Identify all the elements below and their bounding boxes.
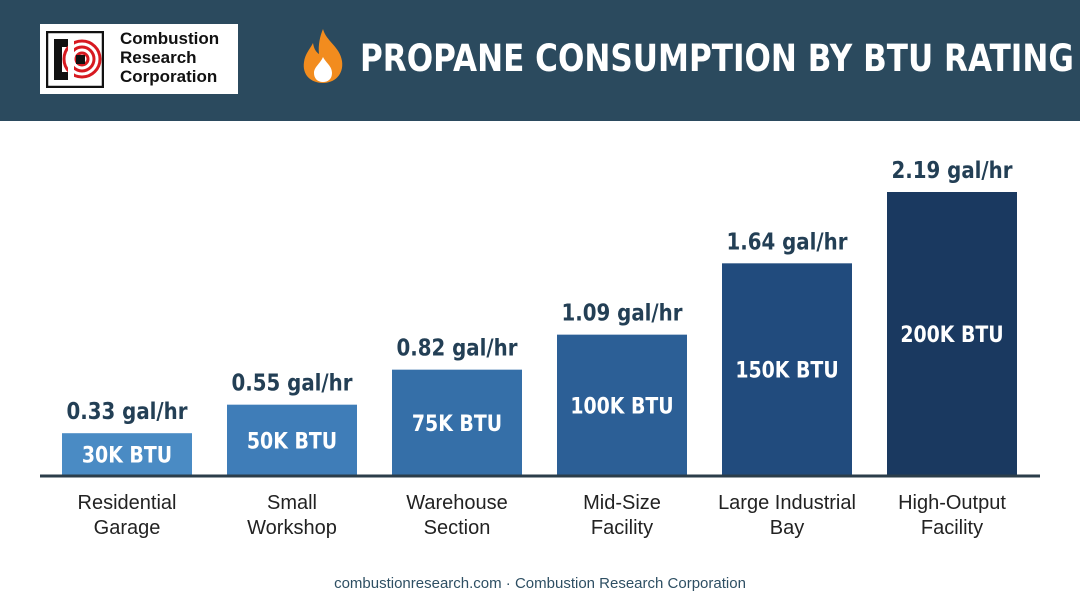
logo-mark-icon (46, 31, 104, 88)
bar-btu-label: 30K BTU (82, 442, 172, 468)
footer-credit: combustionresearch.com · Combustion Rese… (334, 575, 746, 592)
bar-btu-label: 200K BTU (900, 322, 1003, 348)
category-label: Garage (94, 517, 161, 539)
category-label: Residential (78, 492, 177, 514)
category-label: Section (424, 517, 491, 539)
logo-line-1: Combustion (120, 29, 220, 48)
bar-btu-label: 100K BTU (570, 393, 673, 419)
logo-line-3: Corporation (120, 67, 218, 86)
bar-value-label: 1.64 gal/hr (727, 229, 848, 256)
flame-icon (303, 29, 343, 83)
category-label: High-Output (898, 492, 1006, 514)
bar-btu-label: 50K BTU (247, 428, 337, 454)
bar-btu-label: 150K BTU (735, 357, 838, 383)
bar (227, 404, 357, 476)
page-title: PROPANE CONSUMPTION BY BTU RATING (360, 37, 1074, 80)
bar-chart: 30K BTU 0.33 gal/hr Residential Garage 50K B… (40, 158, 1040, 539)
category-label: Facility (591, 517, 653, 539)
category-label: Bay (770, 517, 804, 539)
category-label: Workshop (247, 517, 337, 539)
bar-btu-label: 75K BTU (412, 410, 502, 436)
bar (887, 192, 1017, 476)
category-label: Facility (921, 517, 983, 539)
logo-text: Combustion Research Corporation (120, 29, 219, 86)
bar (722, 263, 852, 476)
company-logo: Combustion Research Corporation (40, 24, 238, 94)
bar (392, 369, 522, 476)
bar (62, 433, 192, 476)
category-label: Warehouse (406, 492, 508, 514)
bar-value-label: 1.09 gal/hr (562, 300, 683, 327)
logo-line-2: Research (120, 48, 197, 67)
bar (557, 334, 687, 476)
bar-value-label: 0.82 gal/hr (397, 335, 518, 362)
category-label: Large Industrial (718, 492, 856, 514)
category-label: Small (267, 492, 317, 514)
category-label: Mid-Size (583, 492, 661, 514)
bar-value-label: 0.55 gal/hr (232, 370, 353, 397)
header-banner: Combustion Research Corporation PROPANE … (0, 0, 1080, 121)
bar-value-label: 0.33 gal/hr (67, 399, 188, 426)
bar-value-label: 2.19 gal/hr (892, 158, 1013, 185)
